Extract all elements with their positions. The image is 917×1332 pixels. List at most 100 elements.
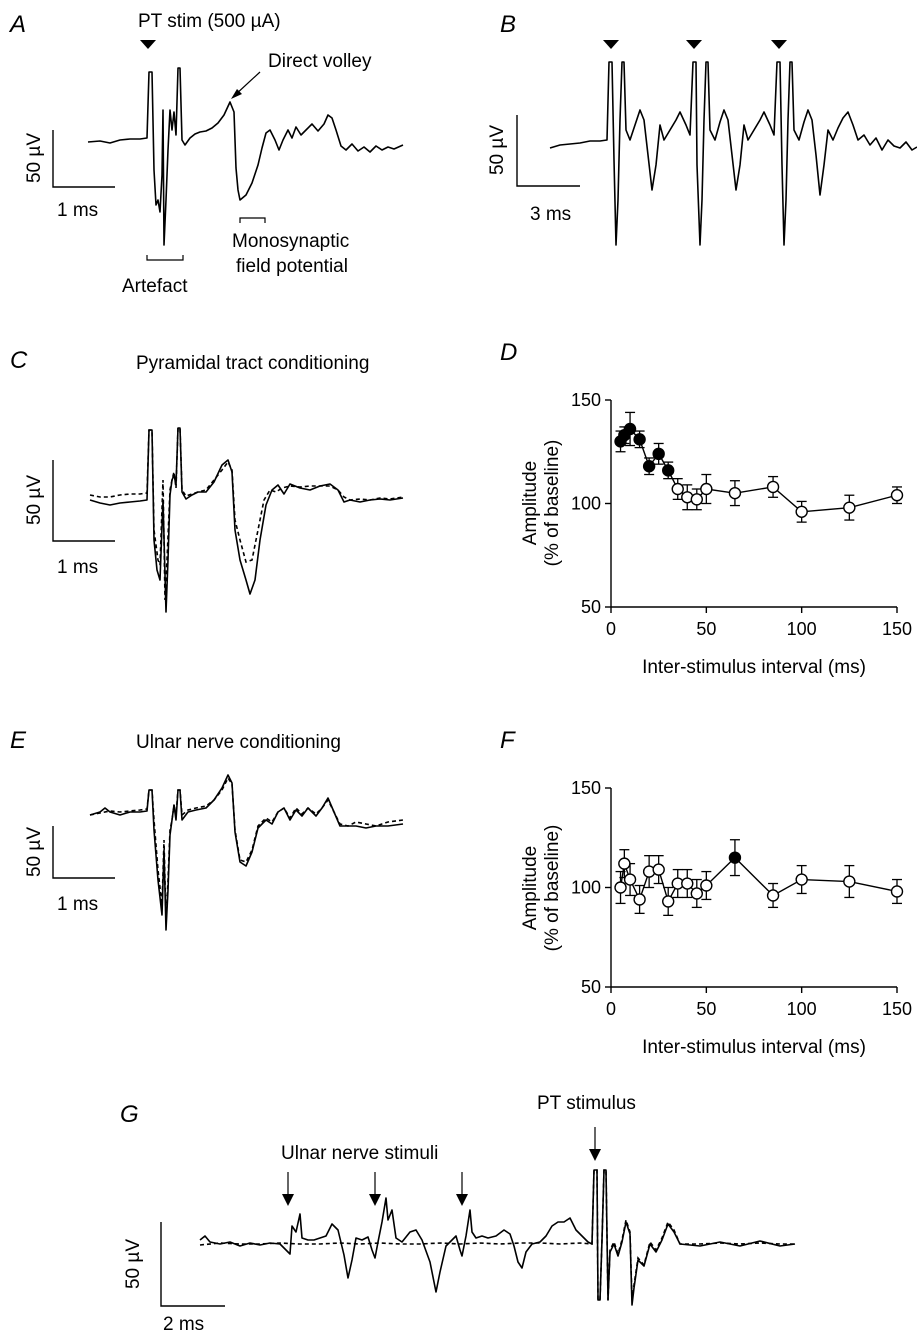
stim-arrowhead-icon (603, 40, 619, 49)
scale-bar-c (52, 460, 115, 542)
y-axis-title: Amplitude(% of baseline) (520, 825, 563, 952)
scale-g-time: 2 ms (163, 1314, 204, 1332)
pt-stim-label: PT stim (500 µA) (138, 11, 281, 32)
mono-label-1: Monosynaptic (232, 231, 349, 252)
panel-e-label: E (10, 727, 27, 754)
panel-g-label: G (120, 1101, 139, 1128)
data-point-open (681, 877, 694, 890)
data-point-filled (642, 460, 656, 473)
stim-arrowhead-icon (686, 40, 702, 49)
y-axis-title-line: (% of baseline) (542, 825, 563, 952)
panel-c-title: Pyramidal tract conditioning (136, 353, 369, 374)
panel-c-label: C (10, 347, 28, 374)
data-point-filled (662, 464, 675, 477)
scale-bar-g (160, 1222, 225, 1307)
trace-c-conditioned (89, 427, 404, 613)
y-tick-label: 50 (581, 597, 601, 617)
direct-volley-arrow-icon (231, 89, 242, 99)
panel-c: C Pyramidal tract conditioning 50 µV 1 m… (10, 347, 404, 613)
data-point-filled (623, 422, 637, 436)
trace-c-control (89, 427, 404, 601)
scale-b-voltage: 50 µV (487, 125, 508, 175)
y-tick-label: 100 (571, 878, 601, 898)
x-tick-label: 150 (882, 999, 912, 1019)
trace-b (549, 61, 917, 246)
data-point-open (843, 501, 856, 514)
y-axis-title: Amplitude(% of baseline) (520, 440, 563, 567)
data-point-open (766, 480, 780, 494)
x-tick-label: 0 (606, 619, 616, 639)
scale-a-voltage: 50 µV (24, 133, 45, 183)
scale-b-time: 3 ms (530, 204, 571, 225)
x-tick-label: 50 (696, 619, 716, 639)
artefact-bracket (146, 255, 184, 261)
x-tick-label: 100 (787, 619, 817, 639)
x-tick-label: 50 (696, 999, 716, 1019)
scale-e-voltage: 50 µV (24, 827, 45, 877)
down-arrow-icon (369, 1172, 381, 1206)
scale-bar-a (52, 130, 115, 188)
panel-b-label: B (500, 11, 516, 38)
data-point-open (728, 486, 742, 500)
direct-volley-label: Direct volley (268, 51, 372, 72)
data-point-filled (728, 851, 742, 864)
series-line (619, 427, 898, 513)
data-point-open (700, 879, 713, 892)
data-point-open (618, 857, 631, 870)
y-tick-label: 150 (571, 778, 601, 798)
x-axis-title: Inter-stimulus interval (ms) (642, 1037, 866, 1058)
y-tick-label: 50 (581, 977, 601, 997)
data-point-open (766, 889, 780, 902)
scale-bar-b (516, 115, 580, 187)
artefact-label: Artefact (122, 276, 188, 297)
panel-a-label: A (8, 11, 26, 38)
x-tick-label: 150 (882, 619, 912, 639)
y-axis-title-line: Amplitude (520, 461, 541, 546)
x-tick-label: 100 (787, 999, 817, 1019)
data-point-open (795, 505, 808, 518)
y-tick-label: 100 (571, 494, 601, 514)
down-arrow-icon (456, 1172, 468, 1206)
y-axis-title-line: Amplitude (520, 846, 541, 931)
panel-e-title: Ulnar nerve conditioning (136, 732, 341, 753)
ulnar-stimuli-label: Ulnar nerve stimuli (281, 1143, 438, 1164)
down-arrow-icon (282, 1172, 294, 1206)
scale-bar-e (52, 826, 115, 879)
data-point-open (690, 493, 703, 506)
stim-arrowhead-icon (140, 40, 156, 49)
down-arrow-icon (589, 1127, 601, 1161)
scale-e-time: 1 ms (57, 894, 98, 915)
panel-d-label: D (500, 339, 517, 366)
trace-e-conditioned (89, 774, 404, 931)
data-point-open (633, 893, 646, 906)
panel-b: B 50 µV 3 ms (487, 11, 917, 246)
data-point-open (890, 489, 904, 502)
data-point-open (843, 875, 856, 888)
data-point-open (662, 895, 675, 908)
pt-stimulus-label: PT stimulus (537, 1093, 636, 1114)
scale-c-time: 1 ms (57, 557, 98, 578)
x-axis-title: Inter-stimulus interval (ms) (642, 657, 866, 678)
trace-a (87, 67, 404, 246)
x-tick-label: 0 (606, 999, 616, 1019)
data-point-filled (633, 433, 646, 446)
y-tick-label: 150 (571, 390, 601, 410)
data-point-open (795, 873, 808, 886)
panel-g: G PT stimulus Ulnar nerve stimuli 50 µV … (120, 1093, 796, 1332)
y-axis-title-line: (% of baseline) (542, 440, 563, 567)
data-point-open (671, 482, 684, 496)
data-point-open (614, 881, 627, 894)
scale-a-time: 1 ms (57, 200, 98, 221)
trace-g-conditioned (199, 1169, 796, 1306)
data-point-filled (652, 447, 665, 461)
mono-label-2: field potential (236, 256, 348, 277)
scale-g-voltage: 50 µV (123, 1239, 144, 1289)
panel-a: A PT stim (500 µA) Direct volley Artefac… (8, 11, 404, 297)
series-line (619, 856, 898, 904)
panel-f-label: F (500, 727, 516, 754)
